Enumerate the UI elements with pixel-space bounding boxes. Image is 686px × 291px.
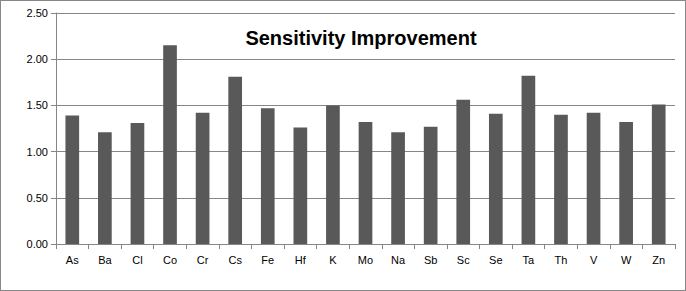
svg-text:W: W bbox=[621, 254, 632, 266]
svg-text:Mo: Mo bbox=[358, 254, 373, 266]
svg-text:As: As bbox=[66, 254, 79, 266]
svg-text:Se: Se bbox=[489, 254, 502, 266]
svg-text:2.50: 2.50 bbox=[27, 7, 48, 19]
svg-text:0.00: 0.00 bbox=[27, 238, 48, 250]
svg-text:Th: Th bbox=[555, 254, 568, 266]
svg-text:Sb: Sb bbox=[424, 254, 437, 266]
svg-text:K: K bbox=[329, 254, 337, 266]
svg-text:Co: Co bbox=[163, 254, 177, 266]
svg-text:0.50: 0.50 bbox=[27, 192, 48, 204]
svg-text:V: V bbox=[590, 254, 598, 266]
svg-text:Hf: Hf bbox=[295, 254, 307, 266]
svg-text:Sensitivity Improvement: Sensitivity Improvement bbox=[245, 27, 477, 49]
svg-text:Cl: Cl bbox=[132, 254, 142, 266]
svg-text:Cr: Cr bbox=[197, 254, 209, 266]
svg-text:Na: Na bbox=[391, 254, 406, 266]
svg-text:Sc: Sc bbox=[457, 254, 470, 266]
svg-text:1.50: 1.50 bbox=[27, 99, 48, 111]
svg-text:2.00: 2.00 bbox=[27, 53, 48, 65]
svg-text:Zn: Zn bbox=[652, 254, 665, 266]
svg-text:Cs: Cs bbox=[228, 254, 242, 266]
svg-text:1.00: 1.00 bbox=[27, 146, 48, 158]
svg-text:Ba: Ba bbox=[98, 254, 112, 266]
svg-text:Fe: Fe bbox=[261, 254, 274, 266]
svg-text:Ta: Ta bbox=[523, 254, 536, 266]
